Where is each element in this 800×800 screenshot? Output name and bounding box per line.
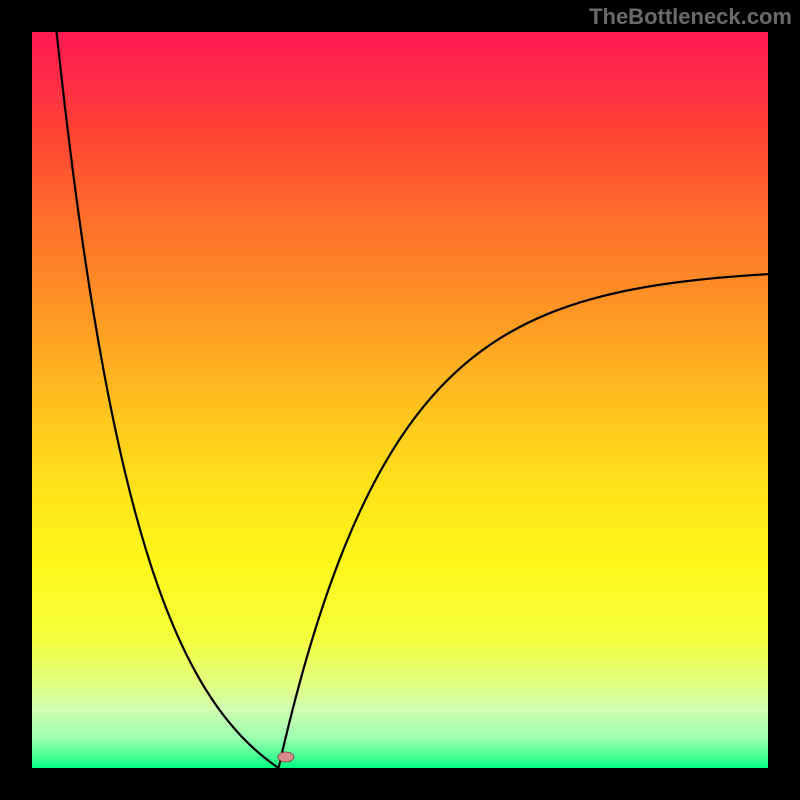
- gradient-background: [32, 32, 768, 768]
- plot-area: [32, 32, 768, 768]
- chart-svg: [32, 32, 768, 768]
- chart-container: TheBottleneck.com: [0, 0, 800, 800]
- watermark-text: TheBottleneck.com: [589, 4, 792, 30]
- optimal-point-marker: [278, 752, 294, 762]
